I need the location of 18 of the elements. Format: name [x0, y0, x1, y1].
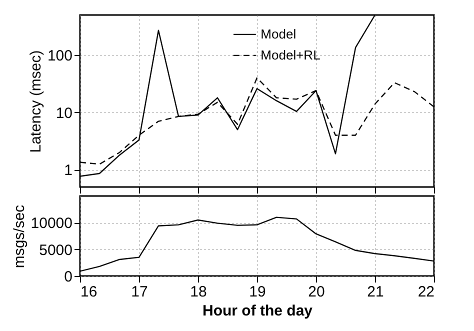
x-tick-label: 19	[249, 284, 266, 300]
legend-label: Model	[260, 26, 296, 42]
y-tick-label: 100	[47, 48, 72, 65]
x-tick-label: 20	[308, 284, 325, 300]
x-tick-label: 17	[131, 284, 148, 300]
y-tick-label: 0	[64, 268, 72, 286]
x-tick-label: 21	[367, 284, 384, 300]
y-tick-label: 10000	[30, 215, 72, 232]
y-axis-title: Latency (msec)	[27, 50, 44, 153]
y-tick-label: 10	[56, 104, 72, 122]
x-axis-title: Hour of the day	[202, 302, 314, 320]
y-tick-label: 5000	[39, 242, 72, 259]
x-tick-label: 16	[80, 284, 98, 300]
x-tick-label: 18	[190, 284, 207, 300]
y-tick-label: 1	[64, 162, 72, 180]
legend-label: Model+RL	[260, 47, 320, 62]
y-axis-title: msgs/sec	[10, 204, 28, 268]
x-tick-label: 22	[418, 284, 434, 300]
